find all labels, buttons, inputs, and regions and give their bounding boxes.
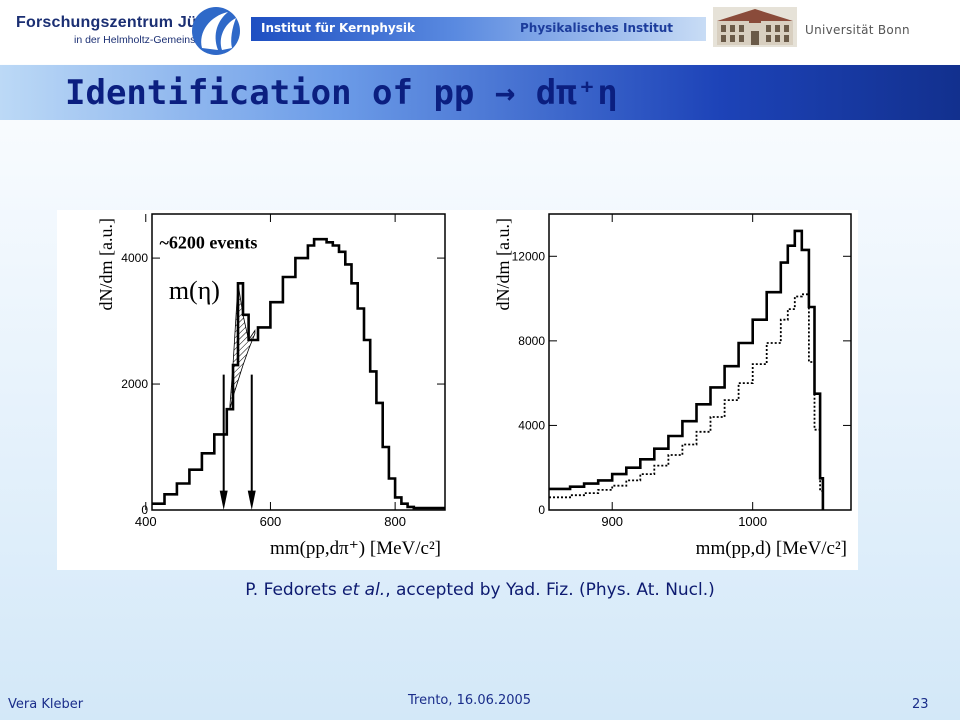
y-tick-label: 0 — [538, 503, 545, 517]
slide-title: Identification of pp → dπ⁺η — [65, 73, 618, 113]
figure-panel: 400 600 800 0 2000 4000 mm(pp,dπ⁺) [MeV/c²] dN/… — [57, 210, 858, 570]
y-tick-label: 2000 — [121, 377, 148, 391]
x-tick-label: 1000 — [738, 514, 767, 529]
events-annotation: ~6200 events — [159, 233, 257, 253]
histogram-series-1 — [549, 229, 825, 510]
x-axis-label: mm(pp,dπ⁺) [MeV/c²] — [270, 538, 441, 559]
y-tick-label: 8000 — [518, 334, 545, 348]
title-bar — [0, 65, 960, 120]
caption-etal: et al. — [342, 580, 386, 600]
y-axis-label: dN/dm [a.u.] — [493, 218, 513, 310]
window-arrow-head — [219, 490, 228, 510]
header: Forschungszentrum Jülich in der Helmholt… — [0, 0, 960, 64]
y-tick-label: 12000 — [512, 249, 546, 263]
plot-frame — [151, 213, 446, 511]
chart-panel-1: 400 600 800 0 2000 4000 mm(pp,dπ⁺) [MeV/c²] dN/… — [96, 213, 446, 559]
org-subtitle: in der Helmholtz-Gemeinschaft — [74, 34, 219, 46]
histogram-series-1 — [152, 237, 445, 510]
page-number: 23 — [912, 697, 929, 712]
window-arrow-head — [247, 490, 256, 510]
plot-frame — [548, 213, 852, 511]
histogram-series-2 — [549, 293, 824, 510]
footer-event: Trento, 16.06.2005 — [408, 693, 532, 708]
institute-left-label: Institut für Kernphysik — [261, 21, 415, 35]
institute-banner — [251, 17, 706, 41]
x-axis-label: mm(pp,d) [MeV/c²] — [696, 538, 847, 559]
y-tick-label: 0 — [141, 503, 148, 517]
y-tick-label: 4000 — [121, 251, 148, 265]
chart-panel-2: 900 1000 0 4000 8000 12000 mm(pp,d) [MeV/c²] dN… — [493, 213, 852, 559]
y-axis-label: dN/dm [a.u.] — [96, 218, 116, 310]
figure-caption: P. Fedorets et al., accepted by Yad. Fiz… — [0, 580, 960, 600]
y-tick-label: 4000 — [518, 418, 545, 432]
x-tick-label: 400 — [135, 514, 157, 529]
eta-mass-annotation: m(η) — [169, 276, 220, 305]
org-name: Forschungszentrum Jülich — [16, 14, 226, 31]
caption-reference: , accepted by Yad. Fiz. (Phys. At. Nucl.… — [385, 580, 715, 600]
eta-peak-hatch — [229, 283, 256, 410]
institute-right-label: Physikalisches Institut — [520, 21, 673, 35]
x-tick-label: 800 — [384, 514, 406, 529]
footer-presenter: Vera Kleber — [8, 697, 84, 712]
university-label: Universität Bonn — [805, 23, 910, 37]
x-tick-label: 600 — [260, 514, 282, 529]
x-tick-label: 900 — [601, 514, 623, 529]
fzj-logo-icon — [192, 7, 240, 55]
university-building-icon — [713, 7, 797, 47]
caption-authors: P. Fedorets — [245, 580, 337, 600]
